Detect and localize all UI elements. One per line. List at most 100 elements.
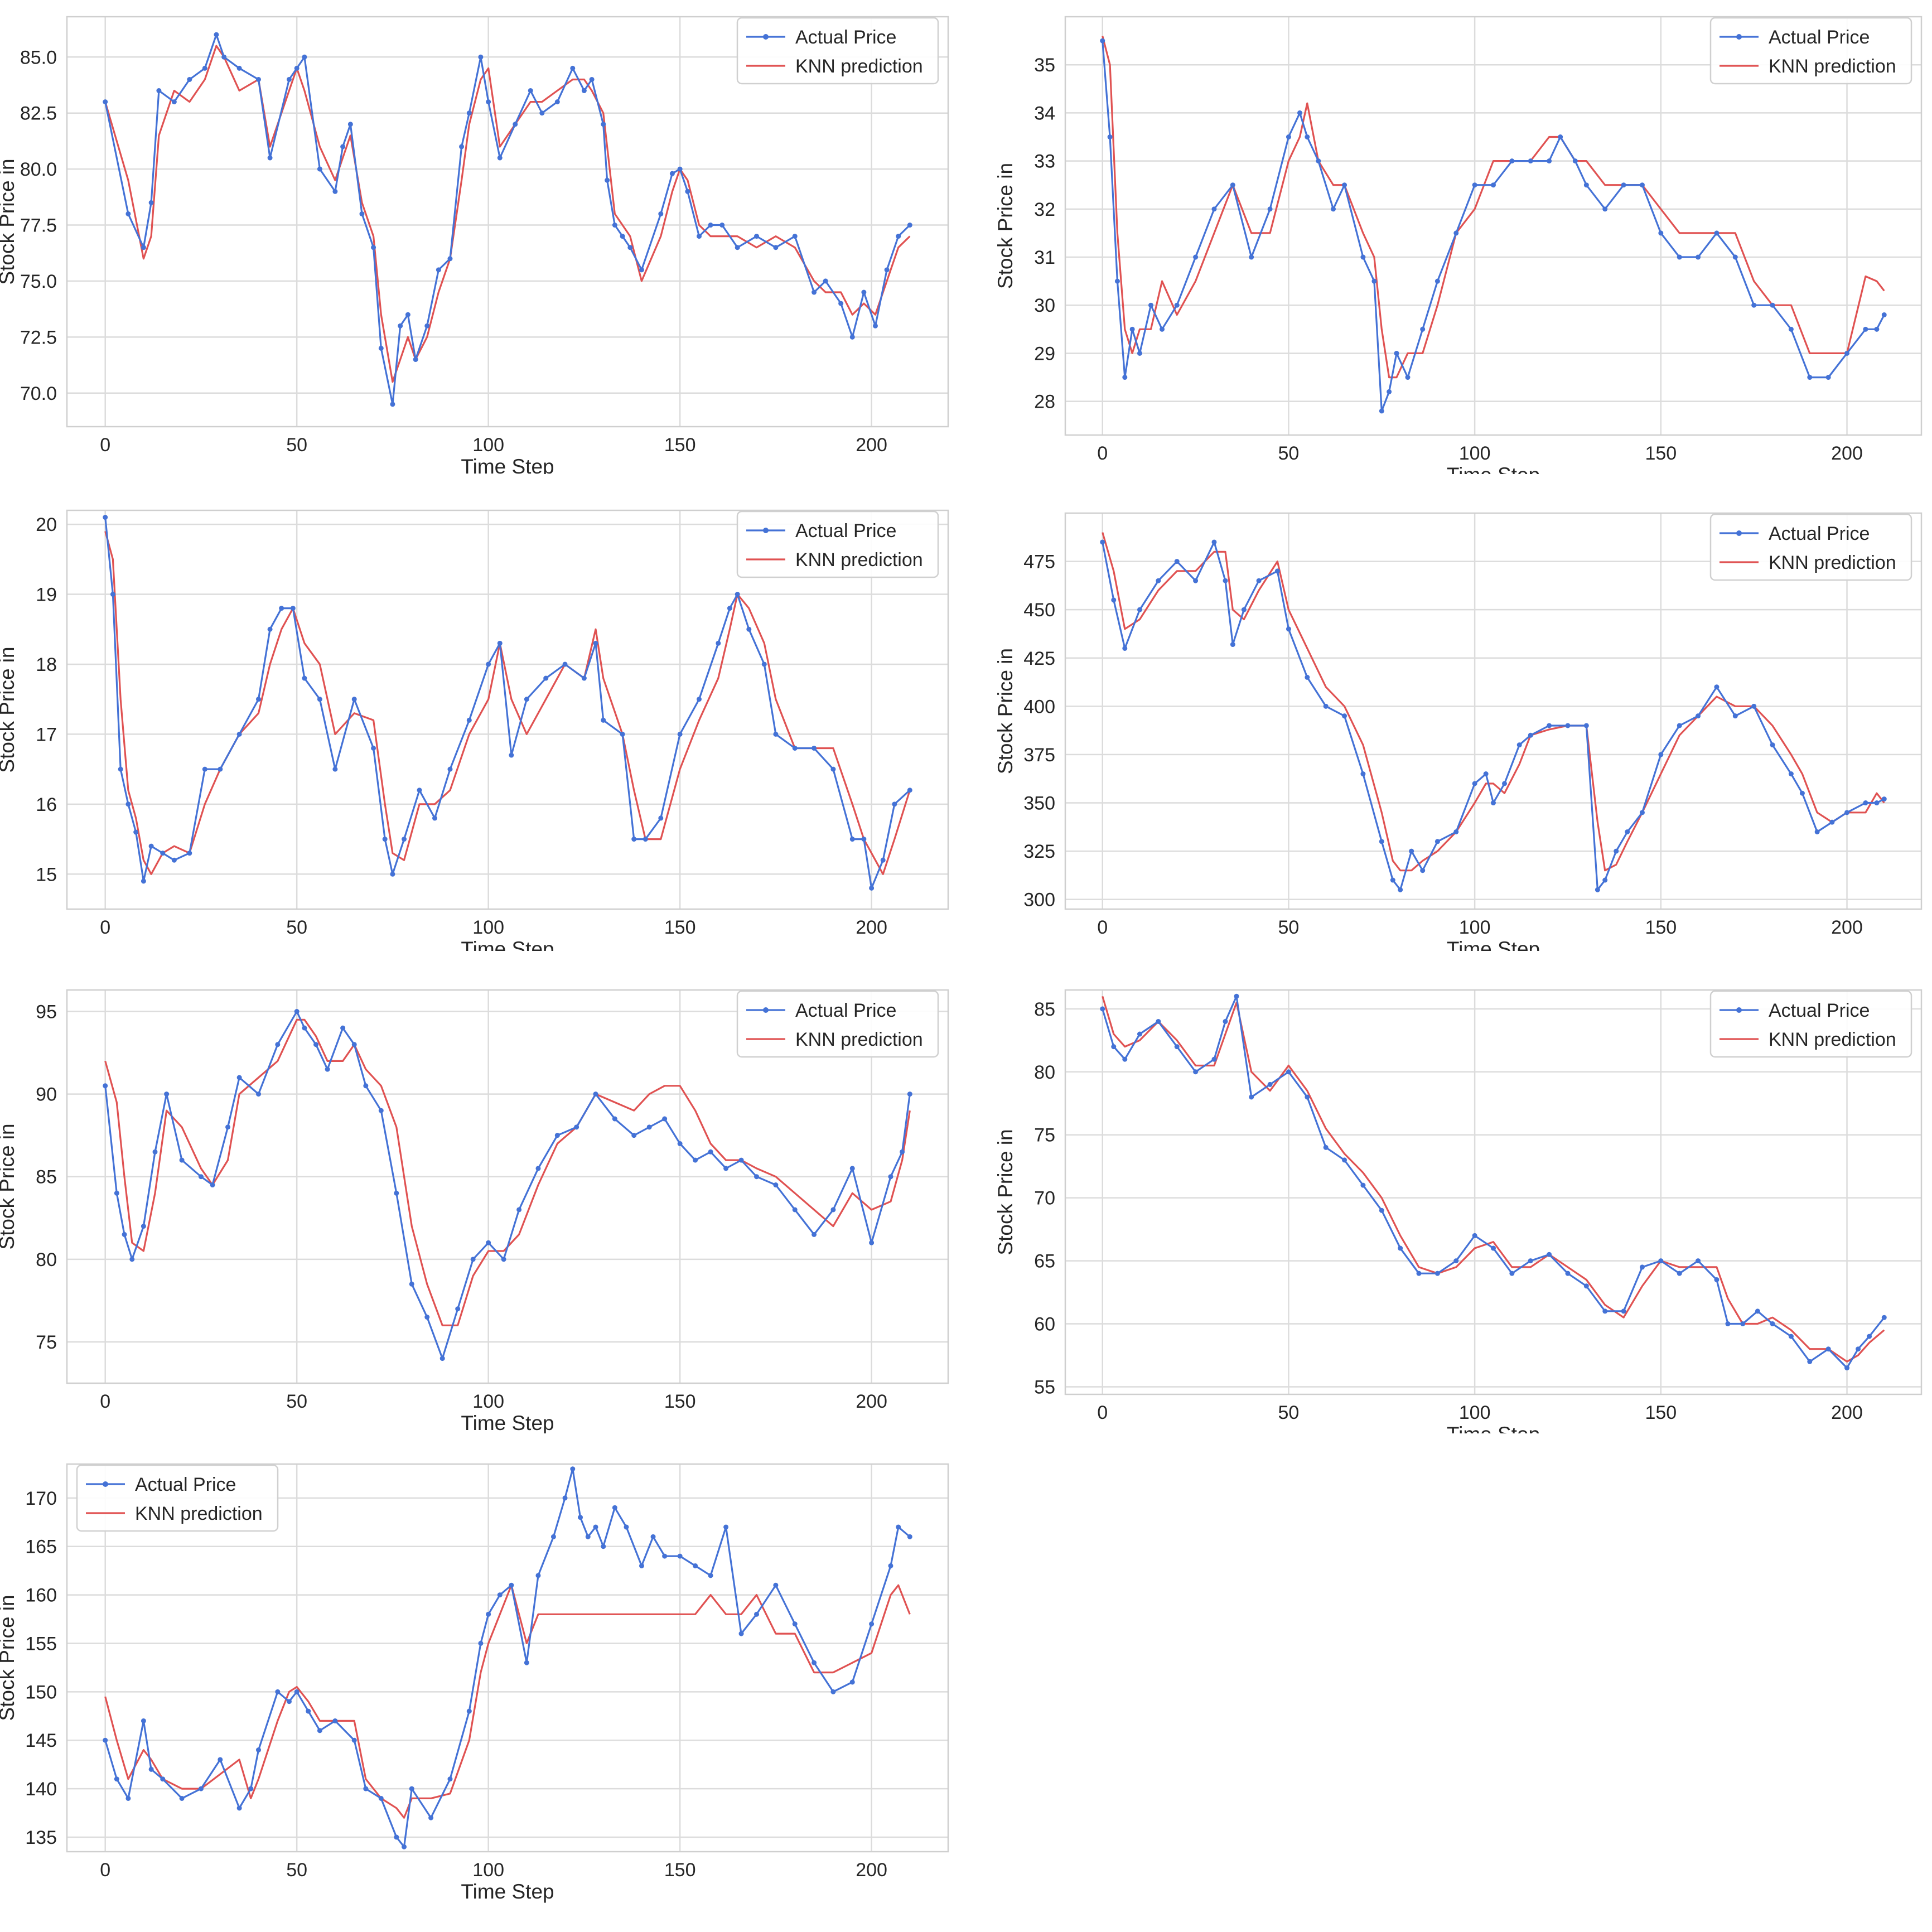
actual-price-point bbox=[1472, 1233, 1477, 1238]
actual-price-point bbox=[103, 99, 108, 105]
x-tick-label: 200 bbox=[1831, 917, 1863, 938]
actual-price-point bbox=[294, 1689, 300, 1694]
y-tick-label: 155 bbox=[25, 1633, 57, 1654]
actual-price-point bbox=[1639, 810, 1645, 815]
legend-label: KNN prediction bbox=[795, 1029, 923, 1050]
actual-price-point bbox=[133, 829, 139, 835]
actual-price-point bbox=[1234, 993, 1239, 999]
actual-price-point bbox=[631, 837, 637, 842]
actual-price-point bbox=[1844, 350, 1850, 356]
actual-price-point bbox=[497, 1592, 503, 1598]
y-tick-label: 170 bbox=[25, 1488, 57, 1509]
actual-price-point bbox=[398, 323, 403, 329]
actual-price-point bbox=[1193, 1069, 1199, 1075]
actual-price-point bbox=[1509, 1271, 1515, 1276]
actual-price-point bbox=[1677, 254, 1682, 260]
actual-price-point bbox=[612, 223, 617, 228]
actual-price-point bbox=[409, 1281, 414, 1287]
actual-price-point bbox=[1677, 723, 1682, 728]
chart-panel-4: 0 50 100 150 200 300 325 350 375 400 425 450 475 Time… bbox=[965, 505, 1924, 951]
actual-price-point bbox=[424, 1315, 430, 1320]
actual-price-point bbox=[639, 1563, 644, 1568]
actual-price-point bbox=[601, 1544, 606, 1549]
actual-price-point bbox=[1129, 326, 1135, 332]
actual-price-point bbox=[148, 843, 154, 849]
actual-price-point bbox=[114, 1776, 119, 1782]
actual-price-point bbox=[466, 1708, 472, 1714]
actual-price-point bbox=[570, 1466, 576, 1472]
actual-price-point bbox=[1416, 1271, 1422, 1276]
y-tick-label: 95 bbox=[36, 1002, 57, 1023]
actual-price-point bbox=[1122, 645, 1128, 651]
actual-price-point bbox=[1602, 1308, 1608, 1314]
data-area bbox=[1100, 993, 1887, 1371]
actual-price-point bbox=[1241, 607, 1247, 612]
plot-frame bbox=[1064, 16, 1923, 436]
actual-price-point bbox=[317, 166, 322, 172]
actual-price-point bbox=[612, 1116, 617, 1122]
actual-price-point bbox=[1286, 134, 1291, 140]
legend-box bbox=[1709, 990, 1912, 1058]
actual-price-point bbox=[1491, 182, 1496, 188]
actual-price-point bbox=[378, 1795, 384, 1801]
y-tick-label: 16 bbox=[36, 794, 57, 815]
actual-price-point bbox=[255, 76, 261, 82]
actual-price-point bbox=[402, 837, 407, 842]
actual-price-point bbox=[1453, 829, 1459, 834]
actual-price-point bbox=[413, 357, 418, 363]
x-axis-label: Time Step bbox=[461, 1412, 554, 1433]
actual-price-point bbox=[1732, 713, 1738, 719]
actual-price-point bbox=[405, 312, 410, 317]
y-tick-label: 19 bbox=[36, 585, 57, 606]
actual-price-point bbox=[1472, 781, 1477, 786]
actual-price-point bbox=[861, 289, 867, 295]
y-tick-label: 145 bbox=[25, 1730, 57, 1751]
x-axis-label: Time Step bbox=[461, 1880, 554, 1903]
actual-price-point bbox=[643, 837, 648, 842]
actual-price-point bbox=[1390, 877, 1395, 883]
legend-actual-marker bbox=[1736, 1007, 1742, 1013]
actual-price-point bbox=[1658, 752, 1664, 757]
chart-svg: 0 50 100 150 200 300 325 350 375 400 425 450 475 Time… bbox=[994, 512, 1923, 951]
actual-price-point bbox=[1583, 182, 1589, 188]
actual-price-point bbox=[1371, 278, 1377, 284]
actual-price-point bbox=[1420, 868, 1426, 873]
actual-price-point bbox=[593, 1524, 598, 1530]
actual-price-point bbox=[735, 245, 740, 250]
actual-price-point bbox=[1621, 1308, 1626, 1314]
y-tick-label: 75.0 bbox=[20, 271, 57, 292]
actual-price-point bbox=[896, 234, 901, 239]
legend: Actual Price KNN prediction bbox=[1709, 990, 1912, 1058]
actual-price-point bbox=[371, 245, 376, 250]
chart-panel-2: 0 50 100 150 200 28 29 30 31 32 33 34 35 Time Step Sto… bbox=[965, 0, 1924, 474]
actual-price-point bbox=[792, 1207, 798, 1213]
actual-price-point bbox=[110, 592, 115, 597]
actual-price-point bbox=[359, 211, 365, 216]
legend: Actual Price KNN prediction bbox=[736, 17, 939, 85]
actual-price-point bbox=[447, 766, 453, 772]
actual-price-point bbox=[1625, 829, 1630, 834]
legend-label: KNN prediction bbox=[135, 1503, 263, 1524]
actual-price-point bbox=[1528, 158, 1533, 164]
legend-label: Actual Price bbox=[135, 1474, 236, 1495]
x-axis-label: Time Step bbox=[1447, 463, 1540, 474]
actual-price-point bbox=[535, 1573, 541, 1578]
x-tick-label: 150 bbox=[1645, 443, 1677, 464]
tick-labels: 0 50 100 150 200 300 325 350 375 400 425 450 475 bbox=[1023, 552, 1863, 938]
actual-price-point bbox=[1434, 278, 1440, 284]
actual-price-point bbox=[486, 1240, 491, 1245]
x-tick-label: 0 bbox=[100, 1859, 110, 1881]
actual-price-point bbox=[662, 1116, 668, 1122]
actual-price-point bbox=[869, 1621, 875, 1627]
actual-price-point bbox=[214, 32, 219, 37]
legend-label: Actual Price bbox=[795, 520, 896, 542]
x-tick-label: 100 bbox=[1459, 443, 1491, 464]
actual-price-point bbox=[812, 1231, 817, 1237]
legend: Actual Price KNN prediction bbox=[1709, 513, 1912, 581]
actual-price-point bbox=[351, 1737, 357, 1743]
legend: Actual Price KNN prediction bbox=[76, 1464, 279, 1532]
y-tick-label: 425 bbox=[1023, 648, 1055, 669]
actual-price-point bbox=[907, 788, 912, 793]
actual-price-point bbox=[148, 200, 154, 205]
x-tick-label: 150 bbox=[664, 434, 696, 456]
